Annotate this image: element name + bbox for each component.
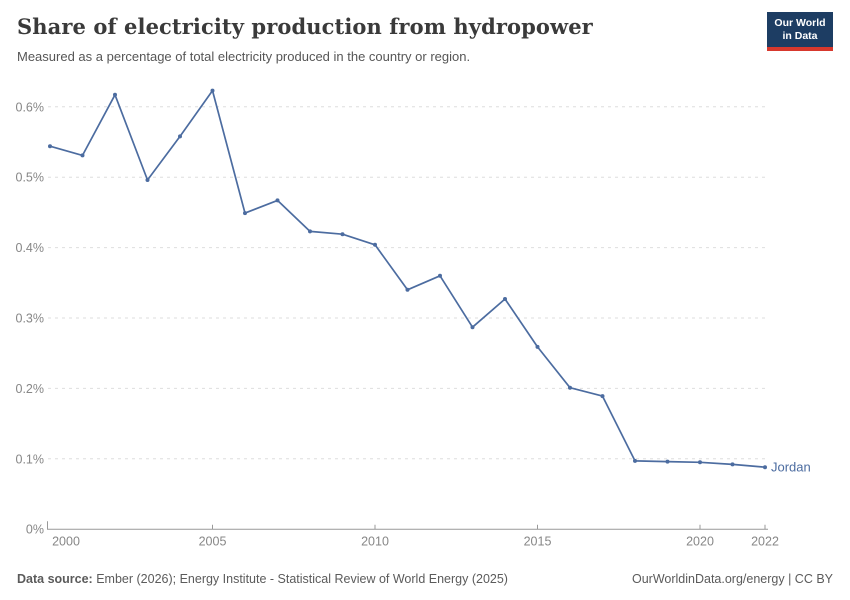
y-tick-label: 0.5% [16, 171, 45, 185]
data-point[interactable] [340, 232, 345, 237]
data-point[interactable] [503, 297, 507, 301]
data-point[interactable] [730, 462, 735, 467]
data-point[interactable] [48, 144, 52, 149]
y-tick-label: 0.1% [16, 452, 45, 466]
y-tick-label: 0.4% [16, 241, 45, 255]
y-tick-label: 0.6% [16, 100, 45, 114]
x-tick-label: 2015 [524, 535, 552, 549]
data-line-jordan[interactable] [49, 89, 766, 469]
chart-footer: Data source: Ember (2026); Energy Instit… [17, 572, 833, 586]
data-point[interactable] [568, 385, 572, 390]
y-tick-label: 0% [26, 523, 44, 537]
page-title: Share of electricity production from hyd… [17, 14, 593, 39]
data-source-label: Data source: [17, 572, 93, 586]
data-point[interactable] [308, 229, 312, 234]
data-point[interactable] [763, 465, 767, 470]
owid-logo[interactable]: Our World in Data [767, 12, 833, 51]
chart-subtitle: Measured as a percentage of total electr… [17, 49, 471, 64]
data-source-text: Ember (2026); Energy Institute - Statist… [92, 572, 508, 586]
data-point[interactable] [145, 178, 150, 182]
y-tick-label: 0.2% [16, 382, 45, 396]
owid-logo-line2: in Data [782, 30, 818, 42]
data-point[interactable] [470, 325, 475, 330]
data-point[interactable] [665, 459, 670, 464]
x-tick-label: 2010 [361, 535, 389, 549]
x-tick-label: 2022 [751, 535, 779, 549]
data-point[interactable] [698, 460, 702, 465]
data-point[interactable] [535, 344, 540, 349]
data-point[interactable] [373, 242, 377, 247]
data-point[interactable] [80, 153, 85, 158]
chart-header: Share of electricity production from hyd… [17, 14, 750, 65]
x-tick-label: 2020 [686, 535, 714, 549]
data-point[interactable] [438, 273, 442, 278]
data-source: Data source: Ember (2026); Energy Instit… [17, 572, 508, 586]
x-tick-label: 2000 [52, 535, 80, 549]
data-point[interactable] [178, 134, 182, 139]
entity-label-jordan[interactable]: Jordan [771, 460, 811, 475]
data-point[interactable] [113, 92, 117, 97]
license-link[interactable]: OurWorldinData.org/energy | CC BY [631, 572, 833, 586]
data-point[interactable] [210, 88, 215, 93]
data-point[interactable] [243, 211, 247, 216]
data-point[interactable] [275, 198, 280, 203]
data-point[interactable] [633, 458, 637, 463]
y-tick-label: 0.3% [16, 312, 45, 326]
data-point[interactable] [600, 394, 605, 399]
owid-logo-line1: Our World [774, 17, 826, 29]
data-point[interactable] [405, 287, 410, 292]
x-tick-label: 2005 [199, 535, 227, 549]
